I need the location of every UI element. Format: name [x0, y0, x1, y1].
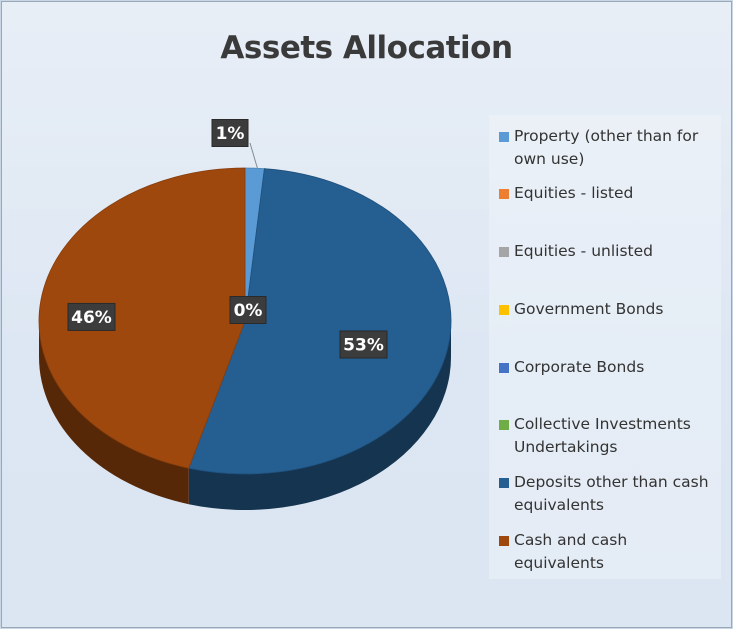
legend-swatch — [499, 189, 509, 199]
data-label-cash-and-cash-equivalents: 46% — [71, 308, 112, 328]
legend-label: Government Bonds — [514, 300, 664, 318]
data-label-box-cash-and-cash-equivalents — [67, 302, 116, 331]
legend-swatch — [499, 132, 509, 142]
legend-item-government-bonds: Government Bonds — [499, 298, 714, 321]
legend-item-cash-and-cash-equivalents: Cash and cash equivalents — [499, 529, 714, 575]
data-label-deposits-other-than-cash-equivalents: 53% — [343, 335, 384, 355]
pie-side-deposits-other-than-cash-equivalents — [188, 321, 452, 510]
pie-data-labels: 1% 0% 53% 46% — [67, 119, 388, 359]
pie-slice-deposits-other-than-cash-equivalents — [188, 168, 452, 475]
data-label-property-other-than-for-own-use: 1% — [216, 124, 245, 144]
legend-swatch — [499, 247, 509, 257]
legend-item-property-other-than-for-own-use: Property (other than for own use) — [499, 125, 714, 171]
legend-item-collective-investments-undertakings: Collective Investments Undertakings — [499, 413, 714, 459]
pie-side-cash-and-cash-equivalents — [39, 321, 189, 505]
pie-top-layer — [38, 167, 452, 475]
legend-item-deposits-other-than-cash-equivalents: Deposits other than cash equivalents — [499, 471, 714, 517]
legend-label: Equities - unlisted — [514, 242, 653, 260]
legend-label: Collective Investments Undertakings — [514, 415, 691, 456]
data-label-box-property-other-than-for-own-use — [211, 119, 249, 147]
legend-label: Equities - listed — [514, 184, 634, 202]
legend-item-corporate-bonds: Corporate Bonds — [499, 356, 714, 379]
legend-swatch — [499, 536, 509, 546]
legend-item-equities-unlisted: Equities - unlisted — [499, 240, 714, 263]
chart-title: Assets Allocation — [220, 30, 513, 66]
legend-swatch — [499, 478, 509, 488]
legend-swatch — [499, 420, 509, 430]
leader-line-property-other-than-for-own-use — [249, 142, 259, 170]
data-label-collective-investments-undertakings: 0% — [234, 301, 263, 321]
legend-label: Cash and cash equivalents — [514, 531, 628, 572]
pie-side-layer — [39, 321, 452, 510]
legend: Property (other than for own use) Equitie… — [489, 115, 721, 579]
legend-label: Property (other than for own use) — [514, 127, 699, 168]
legend-label: Deposits other than cash equivalents — [514, 473, 709, 514]
pie-slice-cash-and-cash-equivalents — [38, 167, 246, 469]
legend-item-equities-listed: Equities - listed — [499, 182, 714, 205]
legend-swatch — [499, 305, 509, 315]
data-label-box-collective-investments-undertakings — [229, 296, 267, 324]
data-label-box-deposits-other-than-cash-equivalents — [339, 330, 388, 359]
legend-label: Corporate Bonds — [514, 358, 645, 376]
legend-swatch — [499, 363, 509, 373]
